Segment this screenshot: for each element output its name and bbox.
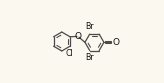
Text: Br: Br — [85, 53, 94, 62]
Text: Br: Br — [85, 22, 94, 31]
Text: O: O — [112, 38, 119, 47]
Text: Cl: Cl — [66, 49, 73, 58]
Text: O: O — [74, 32, 81, 41]
